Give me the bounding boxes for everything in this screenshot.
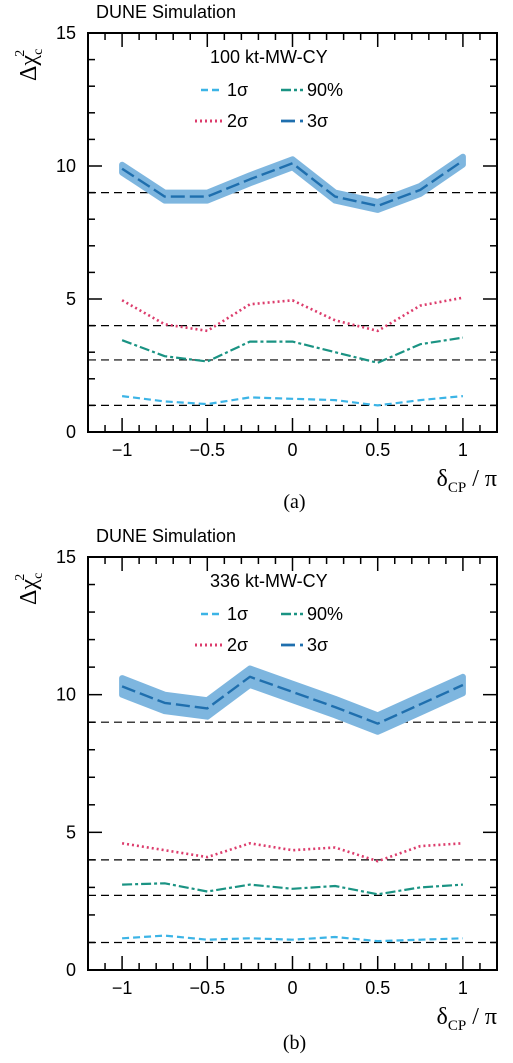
x-axis-label: δCP / π [437, 466, 497, 496]
x-tick-label: 1 [458, 978, 468, 998]
x-tick-label: −0.5 [190, 440, 226, 460]
legend-label-1sigma: 1σ [227, 80, 248, 100]
y-tick-label: 5 [66, 822, 76, 842]
exposure-label: 336 kt-MW-CY [210, 571, 328, 591]
x-tick-label: −0.5 [190, 978, 226, 998]
series-line-2sigma [121, 296, 464, 333]
legend-label-2sigma: 2σ [227, 111, 248, 131]
plot-frame [87, 32, 498, 433]
plot-area [88, 153, 497, 407]
series-line-1sigma [122, 934, 463, 943]
series-line-90 [121, 336, 464, 364]
legend-label-90: 90% [307, 80, 343, 100]
panel-caption: (b) [283, 1032, 306, 1054]
series-line-90 [122, 882, 463, 896]
series-line-2sigma [121, 841, 463, 863]
legend-label-3sigma: 3σ [307, 635, 328, 655]
y-tick-label: 0 [66, 422, 76, 442]
y-tick-label: 15 [56, 23, 76, 43]
series-line-3sigma [121, 675, 464, 725]
plot-area [88, 665, 497, 944]
chart-title: DUNE Simulation [96, 526, 236, 546]
legend: 1σ 90% 2σ 3σ [195, 80, 343, 131]
exposure-label: 100 kt-MW-CY [210, 47, 328, 67]
legend-label-3sigma: 3σ [307, 111, 328, 131]
y-tick-label: 10 [56, 156, 76, 176]
y-axis-label: Δχc2 [13, 573, 46, 605]
x-axis-label: δCP / π [437, 1004, 497, 1034]
y-tick-label: 15 [56, 547, 76, 567]
x-tick-label: 1 [458, 440, 468, 460]
x-tick-label: 0.5 [365, 440, 390, 460]
series-line-3sigma [121, 159, 464, 208]
legend-label-90: 90% [307, 604, 343, 624]
series-line-1sigma [121, 395, 464, 407]
y-tick-label: 0 [66, 960, 76, 980]
series-band-3sigma [119, 153, 466, 213]
y-tick-label: 10 [56, 685, 76, 705]
chart-title: DUNE Simulation [96, 2, 236, 22]
x-tick-label: −1 [112, 978, 133, 998]
legend-label-1sigma: 1σ [227, 604, 248, 624]
y-axis-label: Δχc2 [13, 49, 46, 81]
x-tick-label: 0 [287, 440, 297, 460]
plot-frame [87, 556, 498, 971]
panel-caption: (a) [283, 491, 305, 513]
legend: 1σ 90% 2σ 3σ [195, 604, 343, 655]
y-tick-label: 5 [66, 289, 76, 309]
x-tick-label: 0.5 [365, 978, 390, 998]
x-tick-label: −1 [112, 440, 133, 460]
x-tick-label: 0 [287, 978, 297, 998]
legend-label-2sigma: 2σ [227, 635, 248, 655]
series-band-3sigma [119, 665, 466, 735]
